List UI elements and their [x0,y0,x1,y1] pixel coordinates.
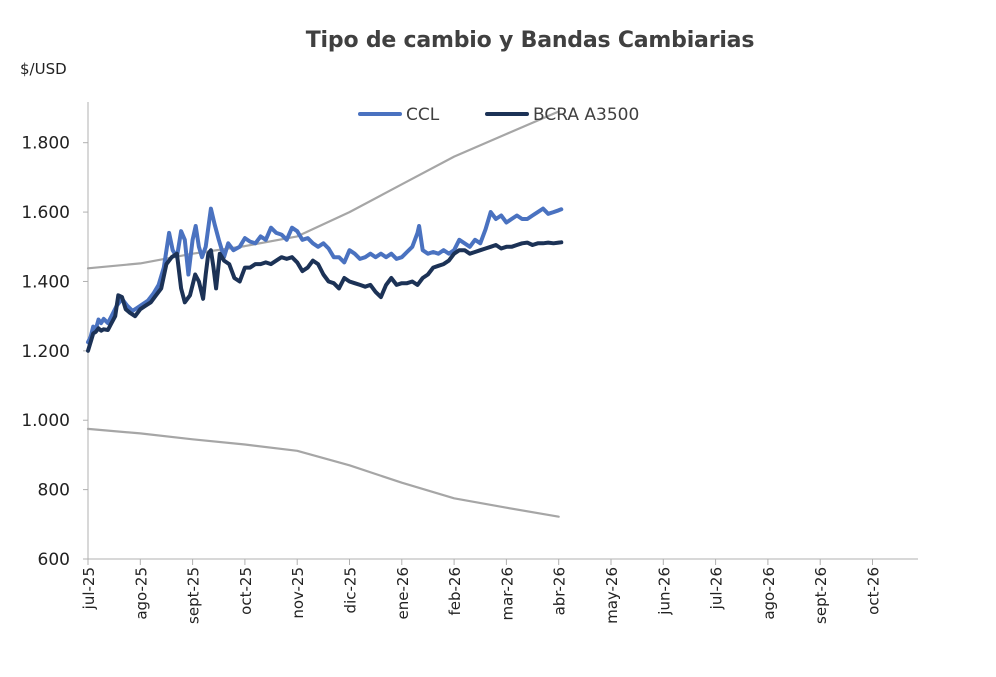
series-layer [86,206,564,353]
y-tick-label: 800 [38,481,70,501]
x-tick-label: oct-25 [237,567,255,615]
x-tick-label: nov-25 [289,567,307,619]
x-tick-label: mar-26 [498,567,516,621]
y-tick-label: 1.800 [21,134,70,154]
x-tick-label: sept-26 [812,567,830,624]
lower-band-line [86,427,560,518]
legend: CCL BCRA A3500 [358,105,639,125]
x-tick-label: jun-26 [655,567,673,616]
y-tick-label: 1.200 [21,342,70,362]
x-tick-label: ago-25 [132,567,150,620]
ccl-series-line [86,206,564,345]
x-tick-label: sept-25 [185,567,203,624]
x-tick-label: ago-26 [760,567,778,620]
x-tick-label: ene-26 [394,567,412,619]
y-tick-label: 1.400 [21,272,70,292]
y-tick-label: 1.000 [21,411,70,431]
y-axis-unit-label: $/USD [20,60,67,78]
chart-title: Tipo de cambio y Bandas Cambiarias [305,28,755,53]
y-tick-label: 1.600 [21,203,70,223]
y-tick-label: 600 [38,550,70,570]
bcra-a3500-series-line [86,240,564,353]
x-tick-label: jul-26 [708,567,726,610]
x-tick-label: feb-26 [446,567,464,616]
legend-label-ccl: CCL [406,105,440,125]
x-tick-label: oct-26 [865,567,883,615]
x-tick-label: may-26 [603,567,621,624]
x-tick-label: jul-25 [80,567,98,610]
bands-layer [86,110,560,518]
legend-label-bcra-a3500: BCRA A3500 [533,105,639,125]
x-tick-label: dic-25 [342,567,360,613]
x-tick-label: abr-26 [551,567,569,615]
axes: 600 800 1.000 1.200 1.400 1.600 1.800 jul-25 ago… [21,102,918,624]
